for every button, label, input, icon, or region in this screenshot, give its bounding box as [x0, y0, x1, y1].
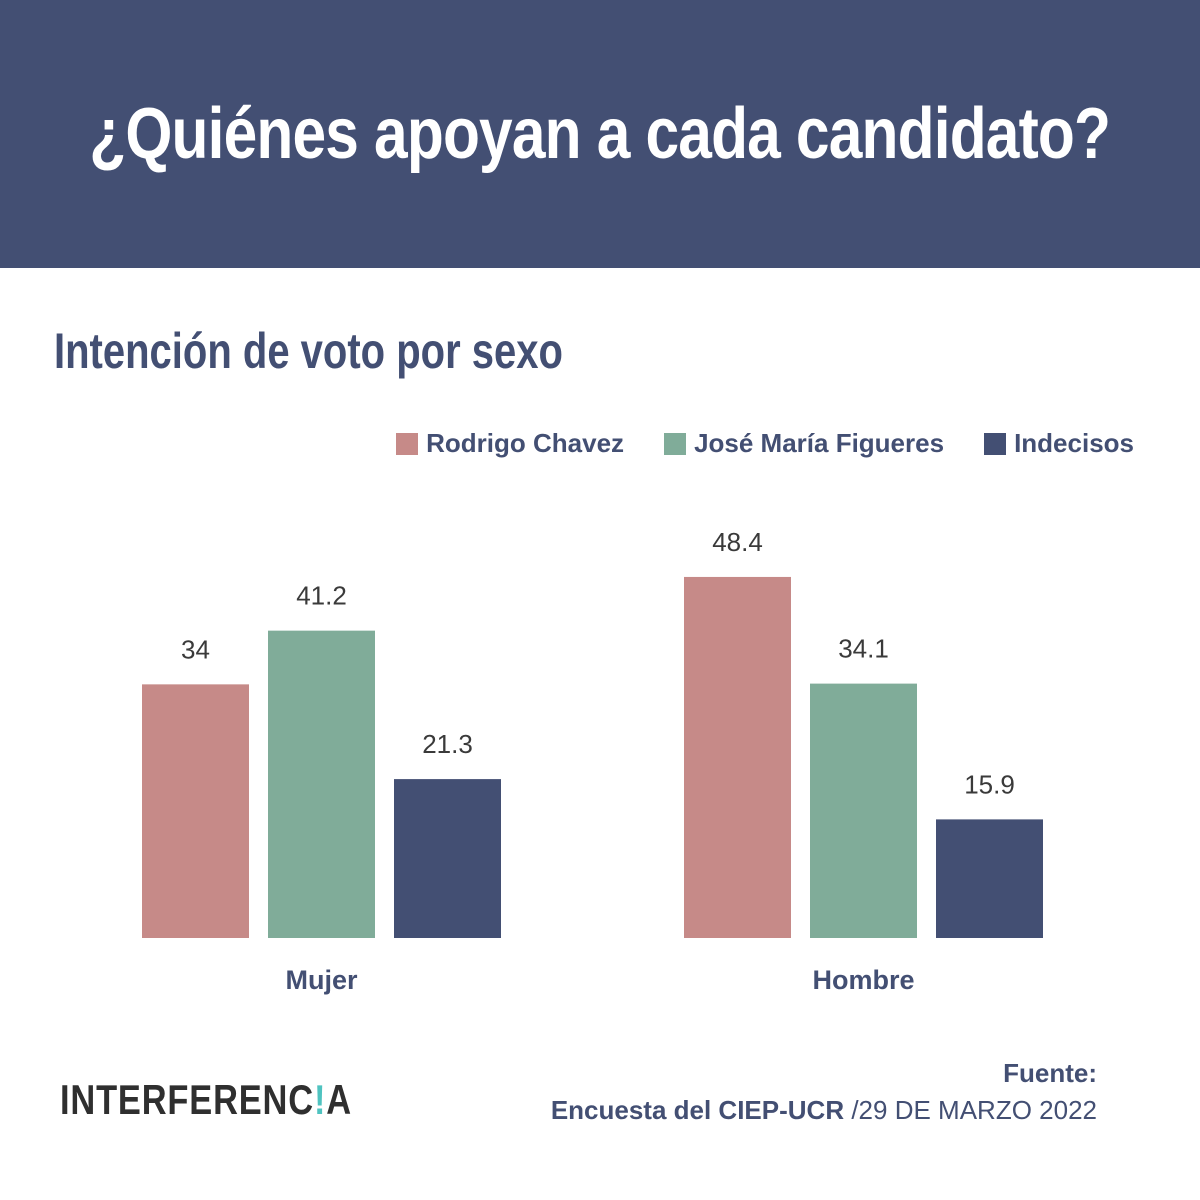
bar-hombre-indecisos: [936, 819, 1043, 938]
bar-mujer-jose-maria-figueres: [268, 630, 375, 938]
legend-item-jose-maria-figueres: José María Figueres: [664, 428, 944, 459]
data-label-hombre-indecisos: 15.9: [964, 769, 1015, 799]
data-label-hombre-rodrigo-chavez: 48.4: [712, 527, 763, 557]
source-organization: Encuesta del CIEP-UCR: [550, 1095, 845, 1125]
bar-mujer-indecisos: [394, 779, 501, 938]
legend-label-rodrigo-chavez: Rodrigo Chavez: [426, 428, 625, 458]
legend-label-indecisos: Indecisos: [1014, 428, 1134, 458]
legend-swatch-rodrigo-chavez: [396, 432, 419, 455]
logo-text-prefix: INTERFERENC: [60, 1076, 314, 1123]
legend-item-rodrigo-chavez: Rodrigo Chavez: [396, 428, 624, 459]
bar-hombre-rodrigo-chavez: [684, 576, 791, 938]
legend-swatch-jose-maria-figueres: [664, 432, 687, 455]
chart-subtitle: Intención de voto por sexo: [54, 323, 563, 379]
bar-mujer-rodrigo-chavez: [142, 684, 249, 938]
category-label-hombre: Hombre: [812, 965, 914, 995]
header-banner: ¿Quiénes apoyan a cada candidato?: [0, 0, 1200, 268]
source-note: Fuente: Encuesta del CIEP-UCR /29 DE MAR…: [551, 1058, 1097, 1126]
data-label-hombre-jose-maria-figueres: 34.1: [838, 634, 889, 664]
legend-swatch-indecisos: [984, 432, 1007, 455]
page-title: ¿Quiénes apoyan a cada candidato?: [89, 94, 1112, 174]
bar-hombre-jose-maria-figueres: [810, 683, 917, 938]
category-label-mujer: Mujer: [285, 965, 358, 995]
source-line: Encuesta del CIEP-UCR /29 DE MARZO 2022: [551, 1095, 1097, 1126]
data-label-mujer-rodrigo-chavez: 34: [181, 634, 210, 664]
interferencia-logo: INTERFERENC!A: [60, 1076, 352, 1124]
chart-legend: Rodrigo Chavez José María Figueres Indec…: [396, 428, 1134, 459]
source-date: /29 DE MARZO 2022: [844, 1095, 1097, 1125]
logo-text-suffix: A: [326, 1076, 352, 1123]
data-label-mujer-indecisos: 21.3: [422, 729, 473, 759]
source-label: Fuente:: [1003, 1058, 1097, 1088]
logo-mark: !: [313, 1076, 327, 1123]
legend-item-indecisos: Indecisos: [984, 428, 1134, 459]
bar-chart: 34 41.2 21.3 Mujer 48.4 34.1 15.9 Hombre: [142, 527, 1043, 995]
data-label-mujer-jose-maria-figueres: 41.2: [296, 581, 347, 611]
legend-label-jose-maria-figueres: José María Figueres: [694, 428, 945, 458]
